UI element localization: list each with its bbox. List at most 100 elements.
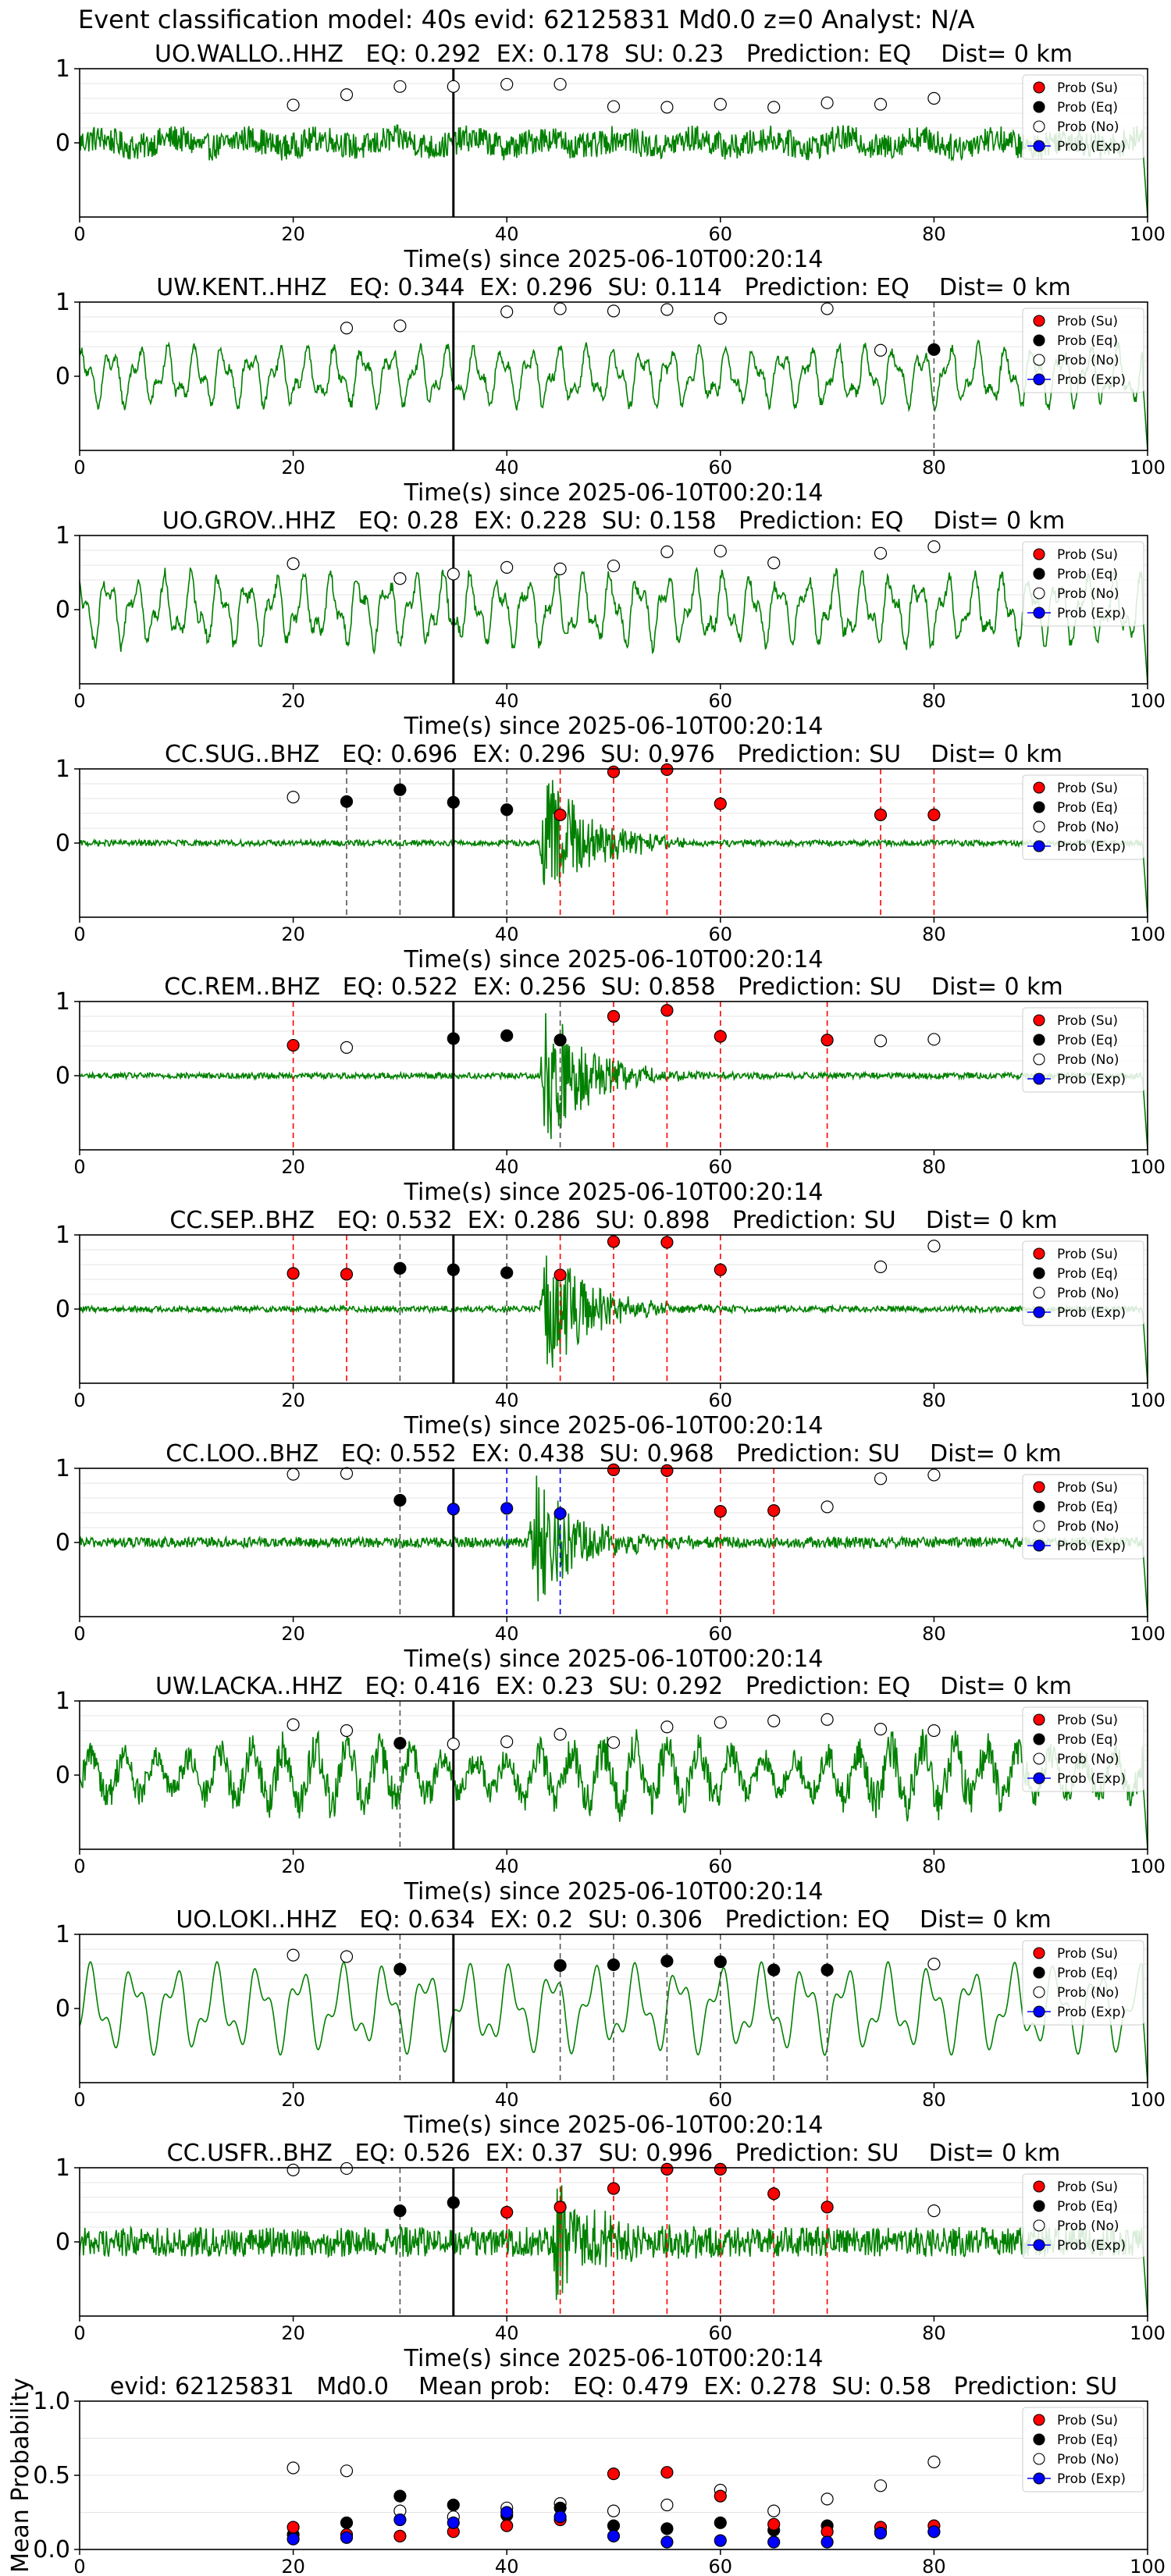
prob-point-no [927, 91, 941, 105]
legend-marker-exp [1033, 2239, 1045, 2251]
x-tick-label: 100 [1130, 1389, 1166, 1411]
prob-point-su [660, 1464, 674, 1477]
legend-label: Prob (No) [1057, 353, 1119, 368]
prob-point-eq [393, 783, 407, 796]
prob-point-no [287, 557, 300, 571]
prob-point-su [660, 1236, 674, 1249]
prob-point-no [340, 88, 354, 101]
prob-point-no [607, 100, 621, 113]
legend-label: Prob (Su) [1057, 1247, 1118, 1262]
mean-probability-panel: 0 20 40 60 80 100 0.0 0.5 1.0 evid: 62125831 Md0.… [7, 2373, 1166, 2576]
prob-point-no [340, 322, 354, 335]
y-tick-label: 0.0 [33, 2536, 70, 2564]
x-axis-label: Time(s) since 2025-06-10T00:20:14 [404, 713, 824, 740]
prob-point-exp [393, 2513, 407, 2527]
legend-label: Prob (Exp) [1057, 1539, 1126, 1554]
legend-label: Prob (Exp) [1057, 606, 1126, 621]
prob-point-no [393, 571, 407, 585]
legend-label: Prob (Su) [1057, 2179, 1118, 2195]
prob-point-no [820, 2492, 834, 2506]
prob-point-no [287, 2163, 300, 2176]
legend-label: Prob (Exp) [1057, 2238, 1126, 2254]
prob-point-no [660, 545, 674, 559]
x-axis-label: Time(s) since 2025-06-10T00:20:14 [404, 1878, 824, 1905]
x-tick-label: 40 [495, 2322, 519, 2344]
legend: Prob (Su) Prob (Eq) Prob (No) Prob (Exp) [1022, 1474, 1144, 1560]
prob-point-su [767, 2517, 781, 2531]
x-tick-label: 80 [922, 923, 946, 945]
prob-point-su [553, 2201, 567, 2214]
prob-point-no [287, 1718, 300, 1731]
legend-label: Prob (Eq) [1057, 2432, 1118, 2448]
x-tick-label: 0 [73, 923, 85, 945]
prob-point-eq [393, 1737, 407, 1750]
legend-box [1022, 1706, 1144, 1792]
x-tick-label: 20 [281, 690, 305, 712]
x-tick-label: 0 [73, 1623, 85, 1645]
prob-point-exp [500, 1502, 514, 1515]
prob-point-no [553, 77, 567, 91]
prob-point-exp [820, 2535, 834, 2549]
prob-point-no [660, 2498, 674, 2512]
panel-title: CC.REM..BHZ EQ: 0.522 EX: 0.256 SU: 0.85… [164, 973, 1062, 1001]
x-tick-label: 60 [709, 923, 733, 945]
y-tick-label: 1 [55, 988, 70, 1016]
waveform-trace [79, 780, 1148, 918]
y-tick-label: 1 [55, 1455, 70, 1482]
legend-label: Prob (No) [1057, 1752, 1119, 1767]
panel-plot-area [80, 302, 1148, 450]
x-axis-label: Time(s) since 2025-06-10T00:20:14 [404, 1179, 824, 1206]
legend-label: Prob (Exp) [1057, 372, 1126, 388]
prob-point-no [820, 1500, 834, 1514]
prob-point-su [500, 2519, 514, 2532]
x-tick-label: 100 [1130, 923, 1166, 945]
panel-title: CC.LOO..BHZ EQ: 0.552 EX: 0.438 SU: 0.96… [166, 1440, 1061, 1468]
legend-marker-no [1033, 120, 1045, 133]
y-tick-label: 0 [55, 830, 70, 857]
prob-point-su [287, 2521, 300, 2534]
legend-marker-exp [1033, 607, 1045, 619]
prob-point-no [340, 1041, 354, 1055]
prob-point-su [767, 2187, 781, 2201]
prob-point-no [287, 790, 300, 804]
panel-plot-area [80, 535, 1148, 684]
x-tick-label: 100 [1130, 1156, 1166, 1178]
prob-point-no [287, 98, 300, 112]
legend-marker-no [1033, 1752, 1045, 1765]
prob-point-su [927, 808, 941, 822]
prob-point-su [607, 1463, 621, 1477]
x-tick-label: 20 [281, 2089, 305, 2111]
y-tick-label: 1 [55, 2154, 70, 2182]
legend-label: Prob (Su) [1057, 547, 1118, 563]
legend-marker-no [1033, 2219, 1045, 2232]
prob-point-eq [927, 343, 941, 356]
prob-point-no [874, 2479, 888, 2492]
waveform-trace [79, 124, 1148, 218]
prob-point-su [820, 2201, 834, 2214]
legend-label: Prob (No) [1057, 820, 1119, 835]
legend-marker-eq [1033, 568, 1045, 580]
prob-point-su [874, 808, 888, 822]
x-tick-label: 0 [73, 1856, 85, 1877]
station-panel: 0 20 40 60 80 100 0 1 UO.WALLO..HHZ EQ: 0.292 EX… [55, 41, 1166, 273]
legend-label: Prob (Su) [1057, 314, 1118, 329]
prob-point-eq [607, 1958, 621, 1972]
x-tick-label: 100 [1130, 457, 1166, 479]
x-tick-label: 80 [922, 1623, 946, 1645]
legend-marker-exp [1033, 1073, 1045, 1085]
y-tick-label: 1 [55, 756, 70, 783]
x-axis-label: Time(s) since 2025-06-10T00:20:14 [404, 1646, 824, 1673]
prob-point-no [874, 343, 888, 357]
legend-label: Prob (Eq) [1057, 1033, 1118, 1048]
station-panel: 0 20 40 60 80 100 0 1 CC.SEP..BHZ EQ: 0.532 EX: … [55, 1207, 1166, 1439]
prob-point-no [660, 101, 674, 114]
legend-label: Prob (Su) [1057, 1946, 1118, 1962]
x-tick-label: 20 [281, 1856, 305, 1877]
prob-point-no [393, 80, 407, 93]
x-tick-label: 80 [922, 457, 946, 479]
x-tick-label: 40 [495, 923, 519, 945]
legend-marker-su [1033, 1947, 1045, 1959]
legend-label: Prob (Su) [1057, 1013, 1118, 1029]
legend: Prob (Su) Prob (Eq) Prob (No) Prob (Exp) [1022, 1240, 1144, 1326]
